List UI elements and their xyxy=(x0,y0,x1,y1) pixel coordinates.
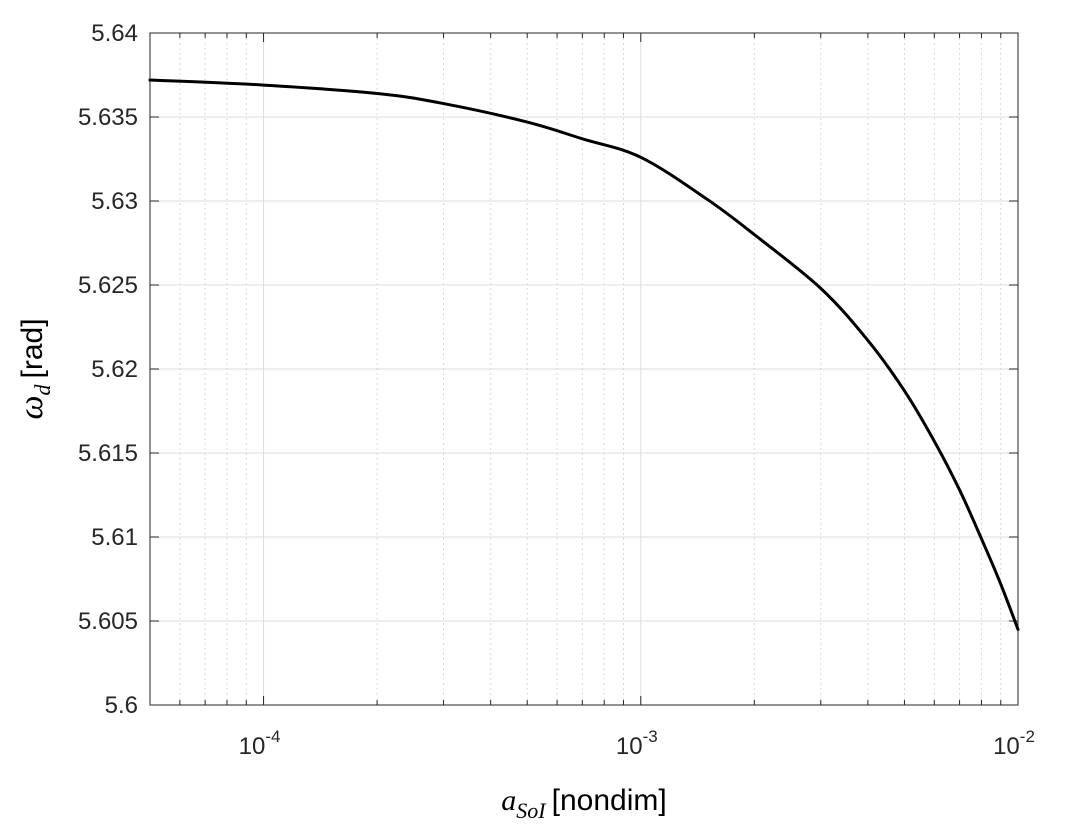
x-tick-label: 10-3 xyxy=(616,727,658,760)
x-axis-title: aSoI [nondim] xyxy=(501,784,666,823)
series-line xyxy=(148,78,1020,631)
y-tick-label: 5.63 xyxy=(91,188,138,215)
y-axis-title: ωd[rad] xyxy=(13,318,55,419)
series-layer xyxy=(148,78,1020,631)
y-tick-label: 5.615 xyxy=(78,440,138,467)
y-tick-label: 5.605 xyxy=(78,608,138,635)
y-tick-label: 5.625 xyxy=(78,272,138,299)
x-tick-label: 10-2 xyxy=(993,727,1035,760)
y-tick-label: 5.6 xyxy=(105,692,138,719)
y-tick-label: 5.635 xyxy=(78,104,138,131)
y-tick-label: 5.62 xyxy=(91,356,138,383)
grid-lines xyxy=(150,32,1019,706)
y-tick-label: 5.64 xyxy=(91,20,138,47)
x-tick-label: 10-4 xyxy=(239,727,281,760)
axis-ticks: 5.6 5.605 5.61 5.615 5.62 5.625 5.63 5.635 5.64 1… xyxy=(78,20,1035,760)
y-tick-label: 5.61 xyxy=(91,524,138,551)
